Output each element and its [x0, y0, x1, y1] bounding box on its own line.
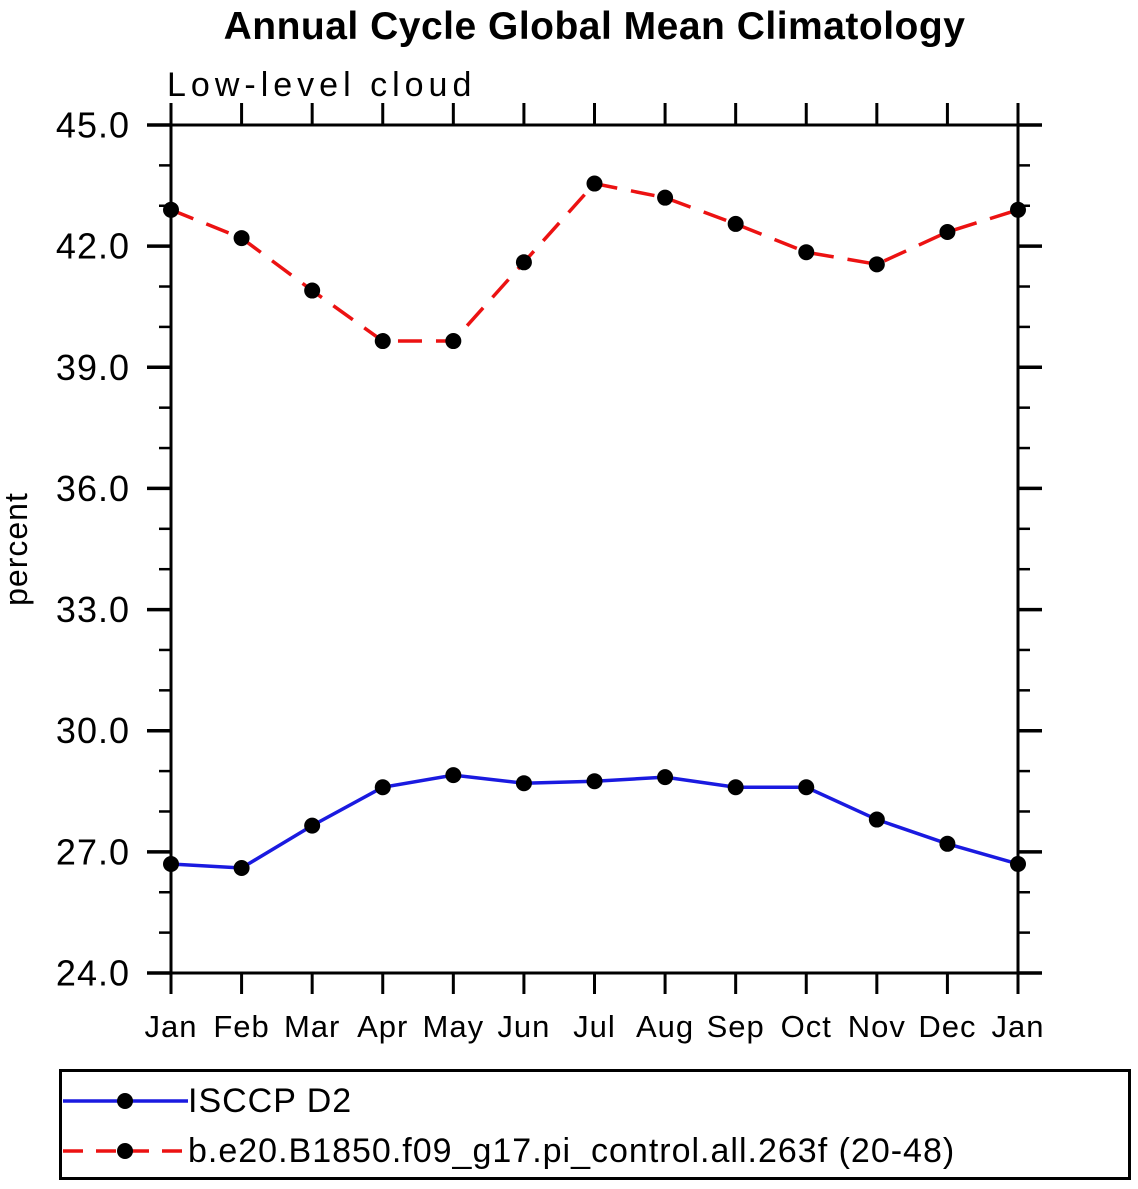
- data-point-marker: [445, 767, 462, 784]
- data-point-marker: [374, 779, 391, 796]
- x-tick-label: Nov: [848, 1009, 906, 1044]
- x-tick-label: Oct: [781, 1009, 832, 1044]
- data-point-marker: [304, 817, 321, 834]
- legend-label-isccp: ISCCP D2: [188, 1081, 353, 1120]
- data-point-marker: [798, 779, 815, 796]
- chart-title: Annual Cycle Global Mean Climatology: [223, 5, 966, 48]
- data-point-marker: [304, 282, 321, 299]
- x-tick-label: Jan: [992, 1009, 1045, 1044]
- data-point-marker: [798, 244, 815, 261]
- y-tick-label: 39.0: [56, 347, 130, 388]
- x-tick-label: May: [423, 1009, 485, 1044]
- chart-subtitle: Low-level cloud: [167, 66, 477, 104]
- x-tick-label: Jan: [145, 1009, 198, 1044]
- x-tick-label: Aug: [636, 1009, 694, 1044]
- data-point-marker: [1010, 855, 1026, 872]
- series-line-1: [170, 181, 1019, 343]
- legend-sample-dashed-line: [63, 1143, 188, 1159]
- data-point-marker: [163, 201, 179, 218]
- x-tick-label: Feb: [213, 1009, 269, 1044]
- data-point-marker: [727, 215, 744, 232]
- data-point-marker: [163, 855, 179, 872]
- x-tick-label: Dec: [918, 1009, 976, 1044]
- legend-row-isccp: ISCCP D2: [62, 1077, 352, 1125]
- legend-sample-solid-line: [63, 1093, 188, 1109]
- plot-frame: [169, 123, 1020, 975]
- y-tick-label: 36.0: [56, 468, 130, 509]
- data-point-marker: [515, 254, 532, 271]
- data-point-marker: [374, 333, 391, 350]
- x-tick-label: Jun: [497, 1009, 550, 1044]
- data-point-marker: [233, 860, 250, 877]
- data-point-marker: [233, 230, 250, 247]
- x-tick-label: Jul: [573, 1009, 616, 1044]
- y-axis-title: percent: [0, 492, 34, 606]
- data-point-marker: [515, 775, 532, 792]
- data-point-marker: [939, 224, 956, 241]
- y-tick-label: 27.0: [56, 831, 130, 872]
- legend-row-model: b.e20.B1850.f09_g17.pi_control.all.263f …: [62, 1127, 955, 1175]
- data-point-marker: [939, 835, 956, 852]
- y-tick-label: 33.0: [56, 589, 130, 630]
- x-tick-label: Mar: [284, 1009, 340, 1044]
- x-tick-label: Apr: [357, 1009, 408, 1044]
- y-tick-label: 30.0: [56, 710, 130, 751]
- x-tick-label: Sep: [707, 1009, 765, 1044]
- data-point-marker: [586, 175, 603, 192]
- data-point-marker: [727, 779, 744, 796]
- data-point-marker: [868, 256, 885, 273]
- legend-label-model: b.e20.B1850.f09_g17.pi_control.all.263f …: [188, 1131, 956, 1170]
- y-tick-label: 45.0: [56, 105, 130, 146]
- data-point-marker: [657, 769, 674, 786]
- data-point-marker: [445, 333, 462, 350]
- data-point-marker: [657, 189, 674, 206]
- data-point-marker: [586, 773, 603, 790]
- y-tick-label: 24.0: [56, 953, 130, 994]
- data-point-marker: [1010, 201, 1026, 218]
- legend-box: ISCCP D2 b.e20.B1850.f09_g17.pi_control.…: [59, 1069, 1131, 1180]
- y-tick-label: 42.0: [56, 226, 130, 267]
- data-point-marker: [868, 811, 885, 828]
